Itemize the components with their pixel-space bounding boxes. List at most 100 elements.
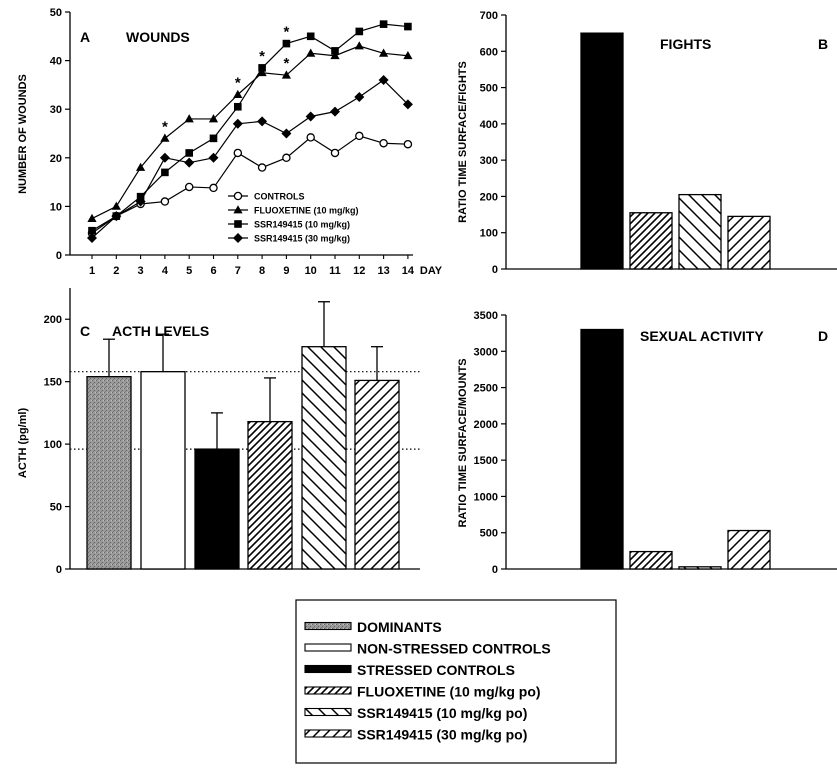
panel-d-sexual-activity: SEXUAL ACTIVITY D RATIO TIME SURFACE/MOU… bbox=[457, 310, 837, 576]
y-tick-label: 2500 bbox=[474, 383, 498, 395]
y-tick-label: 20 bbox=[50, 153, 62, 165]
data-point bbox=[184, 114, 194, 123]
bar bbox=[678, 193, 722, 270]
x-tick-label: 13 bbox=[377, 265, 389, 277]
legend-label: FLUOXETINE (10 mg/kg po) bbox=[357, 684, 541, 700]
legend-label: SSR149415 (30 mg/kg) bbox=[254, 234, 350, 244]
x-tick-label: 2 bbox=[113, 265, 119, 277]
legend-label: CONTROLS bbox=[254, 192, 305, 202]
data-point bbox=[330, 148, 340, 158]
series-1 bbox=[87, 131, 413, 238]
bar bbox=[629, 550, 673, 570]
legend-item: FLUOXETINE (10 mg/kg po) bbox=[304, 684, 541, 700]
data-point bbox=[354, 41, 364, 50]
data-point bbox=[403, 139, 413, 149]
data-point bbox=[232, 118, 243, 129]
x-tick-label: 11 bbox=[329, 265, 341, 277]
data-point bbox=[111, 211, 122, 222]
y-tick-label: 600 bbox=[480, 46, 498, 58]
data-point bbox=[257, 67, 267, 77]
data-point bbox=[233, 205, 243, 214]
bar bbox=[194, 448, 240, 570]
data-point bbox=[208, 114, 219, 123]
data-point bbox=[184, 182, 194, 192]
x-tick-label: 3 bbox=[138, 265, 144, 277]
data-point bbox=[378, 75, 389, 86]
data-point bbox=[233, 89, 243, 99]
panel-a-ylabel: NUMBER OF WOUNDS bbox=[17, 74, 29, 194]
data-point bbox=[306, 48, 316, 57]
data-point bbox=[160, 133, 170, 142]
data-point bbox=[282, 153, 291, 163]
data-point bbox=[281, 70, 291, 79]
legend-swatch bbox=[304, 686, 352, 695]
x-tick-label: 12 bbox=[353, 265, 365, 277]
bar bbox=[727, 215, 771, 270]
data-point bbox=[159, 152, 170, 163]
legend-label: STRESSED CONTROLS bbox=[357, 662, 515, 678]
data-point bbox=[306, 133, 315, 142]
data-point bbox=[354, 92, 365, 103]
legend-label: SSR149415 (10 mg/kg po) bbox=[357, 705, 527, 721]
data-point bbox=[402, 99, 413, 110]
data-point bbox=[184, 157, 195, 168]
series-line bbox=[91, 79, 409, 239]
data-point bbox=[379, 20, 388, 28]
y-tick-label: 0 bbox=[56, 564, 62, 576]
panel-c-letter: C bbox=[80, 323, 90, 339]
significance-star: * bbox=[283, 24, 289, 41]
data-point bbox=[355, 27, 364, 36]
y-tick-label: 100 bbox=[480, 228, 498, 240]
data-point bbox=[111, 201, 121, 210]
y-tick-label: 1500 bbox=[474, 455, 498, 467]
x-tick-label: 14 bbox=[402, 265, 415, 277]
data-point bbox=[135, 196, 146, 207]
y-tick-label: 100 bbox=[44, 439, 62, 451]
panel-c-ylabel: ACTH (pg/ml) bbox=[17, 408, 29, 479]
x-tick-label: 4 bbox=[162, 265, 169, 277]
significance-star: * bbox=[235, 75, 241, 92]
data-point bbox=[404, 22, 412, 31]
legend-swatch bbox=[304, 664, 352, 674]
panel-b-ylabel: RATIO TIME SURFACE/FIGHTS bbox=[457, 61, 469, 223]
y-tick-label: 10 bbox=[50, 201, 62, 213]
x-tick-label: 7 bbox=[235, 265, 241, 277]
x-axis-label: DAY bbox=[420, 265, 443, 277]
data-point bbox=[209, 183, 218, 193]
bar bbox=[301, 346, 347, 570]
legend-item: DOMINANTS bbox=[304, 619, 442, 635]
data-point bbox=[282, 39, 291, 48]
x-tick-label: 8 bbox=[259, 265, 265, 277]
series-line bbox=[91, 135, 408, 234]
y-tick-label: 400 bbox=[480, 119, 498, 131]
legend-entry: SSR149415 (30 mg/kg) bbox=[228, 233, 350, 244]
panel-b-title: FIGHTS bbox=[660, 36, 711, 52]
bar bbox=[140, 371, 186, 570]
legend-swatch bbox=[304, 707, 352, 717]
data-point bbox=[160, 197, 170, 206]
bar bbox=[247, 420, 293, 570]
panel-d-title: SEXUAL ACTIVITY bbox=[640, 328, 764, 344]
data-point bbox=[330, 50, 340, 60]
bar bbox=[629, 212, 673, 270]
legend-label: SSR149415 (30 mg/kg po) bbox=[357, 727, 527, 743]
legend-item: NON-STRESSED CONTROLS bbox=[304, 641, 551, 657]
legend-swatch bbox=[304, 729, 352, 738]
data-point bbox=[281, 128, 292, 139]
y-tick-label: 50 bbox=[50, 502, 62, 514]
significance-star: * bbox=[283, 55, 289, 72]
legend-label: DOMINANTS bbox=[357, 619, 442, 635]
legend-entry: CONTROLS bbox=[228, 192, 305, 202]
x-tick-label: 1 bbox=[89, 265, 95, 277]
y-tick-label: 30 bbox=[50, 104, 62, 116]
data-point bbox=[233, 233, 243, 243]
panel-c-title: ACTH LEVELS bbox=[112, 323, 209, 339]
legend-item: SSR149415 (30 mg/kg po) bbox=[304, 727, 527, 743]
y-tick-label: 40 bbox=[50, 56, 62, 68]
data-point bbox=[403, 50, 413, 60]
data-point bbox=[87, 232, 97, 243]
data-point bbox=[87, 213, 97, 222]
data-point bbox=[234, 102, 242, 111]
data-point bbox=[257, 116, 268, 127]
data-point bbox=[233, 191, 243, 201]
